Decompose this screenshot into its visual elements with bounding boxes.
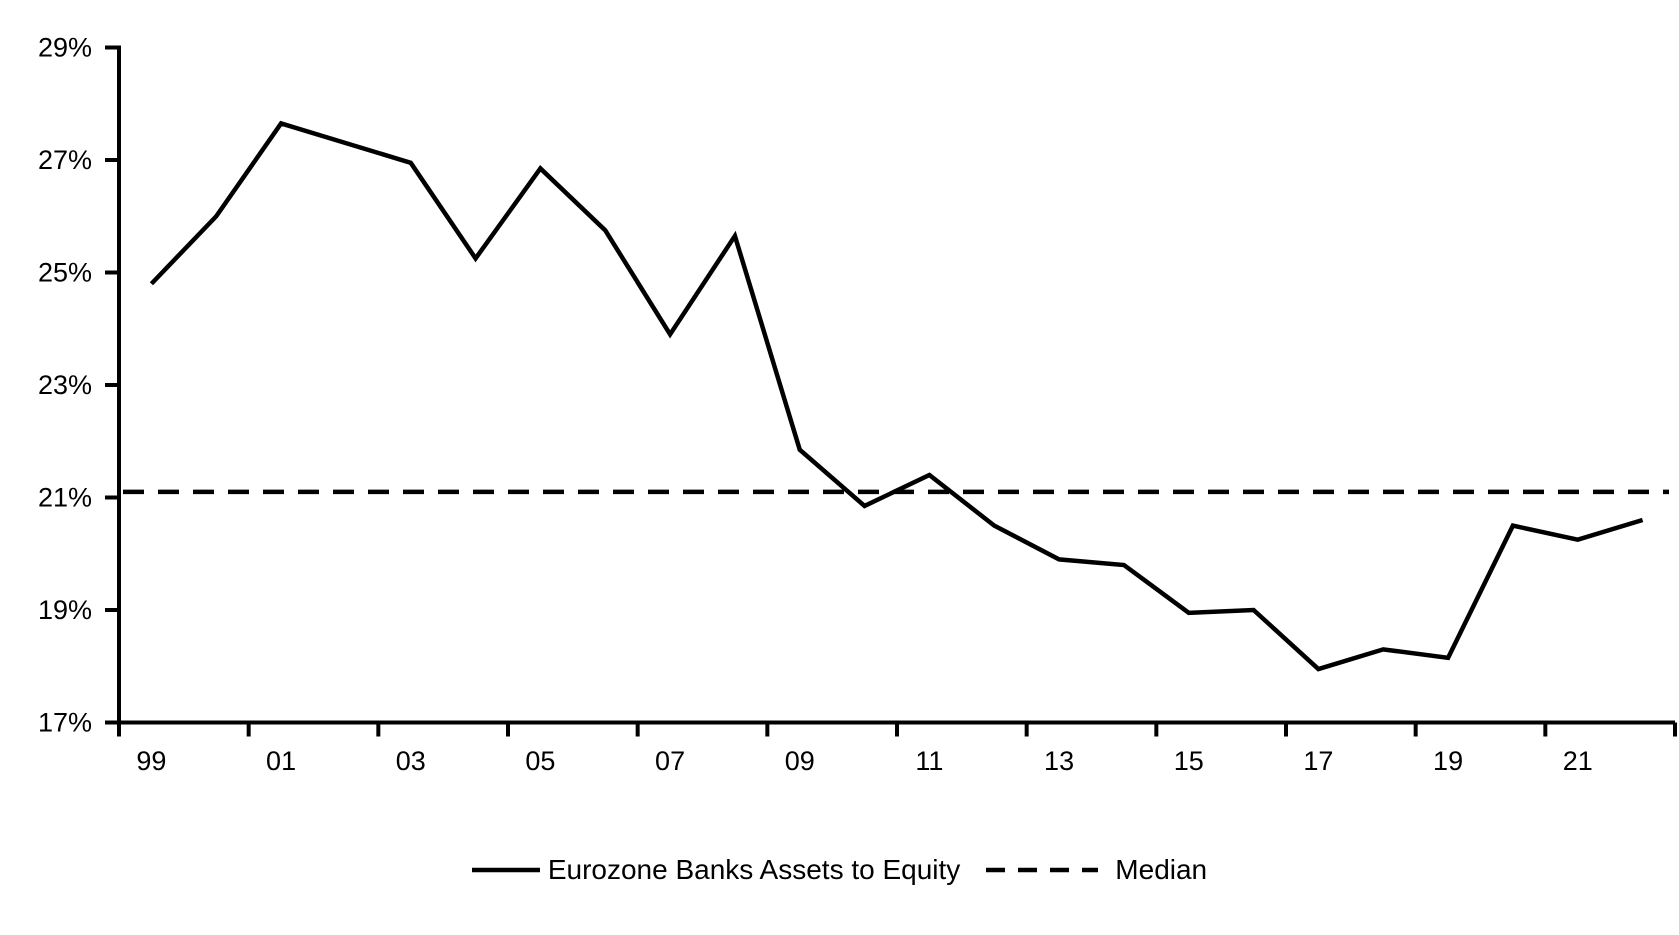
- x-tick-label: 21: [1563, 746, 1593, 776]
- legend-dashed-line-icon: [986, 867, 1099, 873]
- legend-item-series: Eurozone Banks Assets to Equity: [471, 854, 961, 886]
- legend-series-label: Eurozone Banks Assets to Equity: [547, 854, 961, 885]
- y-tick-label: 25%: [38, 258, 92, 288]
- x-tick-label: 13: [1044, 746, 1074, 776]
- series-line-eurozone-banks-assets-to-equity: [149, 120, 1644, 672]
- x-tick-label: 03: [396, 746, 426, 776]
- x-tick-label: 17: [1303, 746, 1333, 776]
- y-tick-label: 17%: [38, 708, 92, 738]
- x-tick-label: 09: [785, 746, 815, 776]
- x-tick-label: 15: [1174, 746, 1204, 776]
- chart-legend: Eurozone Banks Assets to Equity Median: [0, 846, 1679, 894]
- y-tick-label: 27%: [38, 145, 92, 175]
- y-tick-label: 19%: [38, 595, 92, 625]
- x-tick-label: 11: [915, 746, 943, 776]
- x-tick-label: 05: [525, 746, 555, 776]
- x-tick-label: 07: [655, 746, 685, 776]
- legend-item-median: Median: [985, 854, 1207, 886]
- y-tick-label: 21%: [38, 483, 92, 513]
- x-tick-label: 01: [266, 746, 296, 776]
- y-tick-label: 29%: [38, 33, 92, 63]
- y-tick-label: 23%: [38, 370, 92, 400]
- legend-solid-line-icon: [471, 867, 540, 873]
- legend-median-label: Median: [1115, 854, 1208, 885]
- x-tick-label: 99: [136, 746, 166, 776]
- x-tick-label: 19: [1433, 746, 1463, 776]
